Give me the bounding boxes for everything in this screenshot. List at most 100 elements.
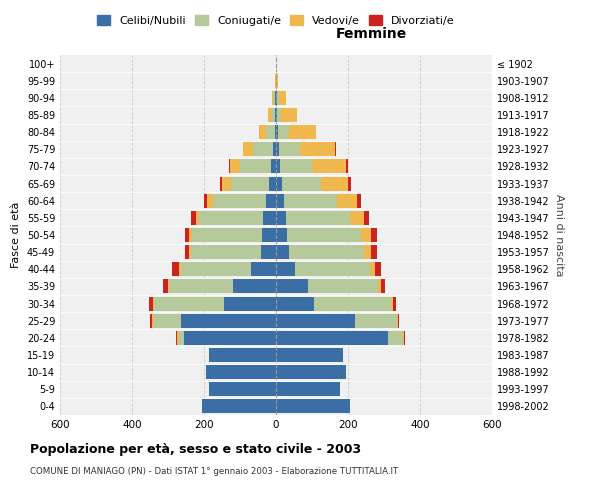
Bar: [276, 262, 295, 276]
Bar: [355, 314, 397, 328]
Bar: [199, 211, 263, 225]
Bar: [284, 194, 337, 207]
Bar: [172, 262, 179, 276]
Bar: [276, 245, 289, 259]
Bar: [276, 91, 277, 105]
Bar: [266, 194, 276, 207]
Bar: [276, 142, 279, 156]
Bar: [266, 125, 275, 139]
Y-axis label: Fasce di età: Fasce di età: [11, 202, 21, 268]
Bar: [371, 228, 377, 242]
Bar: [337, 194, 357, 207]
Bar: [191, 211, 196, 225]
Bar: [312, 160, 346, 173]
Bar: [357, 194, 361, 207]
Bar: [163, 280, 167, 293]
Bar: [243, 142, 253, 156]
Y-axis label: Anni di nascita: Anni di nascita: [554, 194, 563, 276]
Bar: [275, 74, 276, 88]
Bar: [278, 91, 286, 105]
Bar: [281, 108, 297, 122]
Bar: [222, 176, 231, 190]
Bar: [209, 382, 276, 396]
Bar: [364, 211, 369, 225]
Bar: [154, 296, 224, 310]
Bar: [397, 314, 398, 328]
Bar: [189, 245, 191, 259]
Bar: [278, 125, 289, 139]
Bar: [374, 262, 381, 276]
Bar: [378, 280, 381, 293]
Bar: [153, 296, 154, 310]
Bar: [388, 331, 403, 345]
Bar: [274, 91, 275, 105]
Bar: [276, 365, 346, 379]
Bar: [275, 125, 276, 139]
Bar: [295, 262, 370, 276]
Bar: [261, 245, 276, 259]
Text: Femmine: Femmine: [335, 26, 407, 40]
Bar: [276, 211, 286, 225]
Text: COMUNE DI MANIAGO (PN) - Dati ISTAT 1° gennaio 2003 - Elaborazione TUTTITALIA.IT: COMUNE DI MANIAGO (PN) - Dati ISTAT 1° g…: [30, 468, 398, 476]
Bar: [181, 262, 251, 276]
Bar: [275, 108, 276, 122]
Bar: [205, 194, 207, 207]
Bar: [229, 160, 230, 173]
Bar: [151, 314, 152, 328]
Bar: [276, 108, 277, 122]
Bar: [403, 331, 404, 345]
Bar: [209, 348, 276, 362]
Bar: [276, 125, 278, 139]
Bar: [169, 280, 233, 293]
Bar: [202, 400, 276, 413]
Bar: [381, 280, 385, 293]
Bar: [176, 331, 178, 345]
Bar: [364, 245, 371, 259]
Bar: [280, 160, 312, 173]
Bar: [391, 296, 393, 310]
Bar: [346, 160, 348, 173]
Bar: [269, 176, 276, 190]
Bar: [335, 142, 336, 156]
Bar: [262, 228, 276, 242]
Bar: [393, 296, 396, 310]
Bar: [259, 125, 266, 139]
Bar: [279, 142, 300, 156]
Bar: [212, 194, 266, 207]
Bar: [231, 176, 269, 190]
Bar: [276, 160, 280, 173]
Bar: [276, 314, 355, 328]
Bar: [152, 314, 154, 328]
Bar: [185, 228, 189, 242]
Text: Popolazione per età, sesso e stato civile - 2003: Popolazione per età, sesso e stato civil…: [30, 442, 361, 456]
Bar: [233, 280, 276, 293]
Bar: [276, 228, 287, 242]
Bar: [277, 108, 281, 122]
Bar: [192, 228, 262, 242]
Bar: [167, 280, 169, 293]
Bar: [149, 296, 153, 310]
Bar: [276, 176, 283, 190]
Bar: [276, 74, 278, 88]
Bar: [206, 365, 276, 379]
Bar: [185, 245, 189, 259]
Bar: [398, 314, 399, 328]
Bar: [350, 211, 364, 225]
Bar: [308, 280, 378, 293]
Bar: [289, 125, 316, 139]
Bar: [370, 262, 374, 276]
Bar: [300, 142, 335, 156]
Bar: [179, 262, 181, 276]
Bar: [263, 211, 276, 225]
Bar: [404, 331, 405, 345]
Bar: [272, 108, 275, 122]
Bar: [178, 331, 184, 345]
Bar: [349, 176, 351, 190]
Bar: [276, 194, 284, 207]
Bar: [276, 400, 350, 413]
Bar: [207, 194, 212, 207]
Bar: [361, 228, 371, 242]
Bar: [230, 160, 240, 173]
Bar: [275, 91, 276, 105]
Bar: [181, 314, 276, 328]
